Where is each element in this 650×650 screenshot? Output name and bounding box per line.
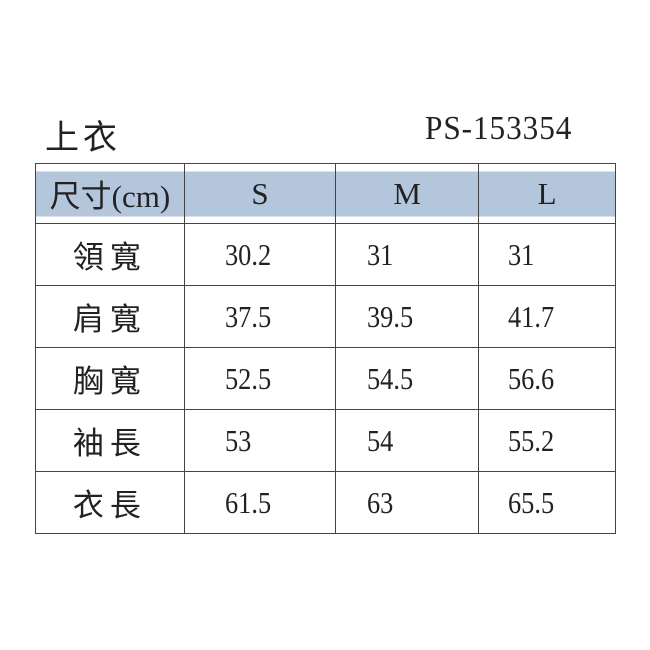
size-value-cell: 52.5: [183, 347, 337, 410]
row-label: 袖長: [35, 409, 185, 472]
size-value: 56.6: [508, 360, 555, 396]
size-value-cell: 41.7: [478, 285, 616, 348]
size-value: 30.2: [224, 236, 271, 272]
size-value-cell: 55.2: [478, 409, 616, 472]
size-value-cell: 65.5: [478, 471, 616, 534]
page-title: 上衣: [45, 120, 121, 157]
table-header-row: 尺寸(cm) S M L: [35, 163, 616, 224]
row-label-text: 衣長: [72, 488, 147, 523]
size-value: 55.2: [508, 422, 555, 458]
row-label: 肩寬: [35, 285, 185, 348]
header-size-unit: 尺寸(cm): [35, 163, 185, 224]
size-value: 65.5: [508, 484, 555, 520]
size-value-cell: 61.5: [183, 471, 337, 534]
size-value: 54.5: [367, 360, 414, 396]
table-row: 衣長 61.5 63 65.5: [35, 471, 616, 534]
size-value-cell: 31: [478, 223, 616, 286]
table-row: 領寬 30.2 31 31: [35, 223, 616, 286]
size-value: 63: [367, 484, 394, 520]
size-value-cell: 37.5: [183, 285, 337, 348]
size-value-cell: 53: [183, 409, 337, 472]
row-label: 衣長: [35, 471, 185, 534]
size-value: 41.7: [508, 298, 555, 334]
size-value-cell: 56.6: [478, 347, 616, 410]
row-label-text: 袖長: [72, 426, 147, 461]
size-value-cell: 54: [335, 409, 480, 472]
size-value: 37.5: [224, 298, 271, 334]
row-label: 領寬: [35, 223, 185, 286]
size-value: 39.5: [367, 298, 414, 334]
size-value: 52.5: [224, 360, 271, 396]
size-value-cell: 30.2: [183, 223, 337, 286]
size-value-cell: 39.5: [335, 285, 480, 348]
size-value-cell: 63: [335, 471, 480, 534]
table-row: 肩寬 37.5 39.5 41.7: [35, 285, 616, 348]
row-label-text: 領寬: [72, 240, 147, 275]
table-row: 胸寬 52.5 54.5 56.6: [35, 347, 616, 410]
size-value: 61.5: [224, 484, 271, 520]
table-row: 袖長 53 54 55.2: [35, 409, 616, 472]
size-value-cell: 31: [335, 223, 480, 286]
size-value: 53: [224, 422, 252, 458]
row-label-text: 胸寬: [72, 364, 147, 399]
size-value-cell: 54.5: [335, 347, 480, 410]
size-chart-table: 尺寸(cm) S M L 領寬 30.2 31 31 肩寬 37.5 39.5 41.7 胸寬 5…: [35, 163, 616, 534]
header-l: L: [478, 163, 616, 224]
row-label-text: 肩寬: [72, 302, 147, 337]
size-value: 31: [508, 236, 535, 272]
product-code: PS-153354: [425, 110, 573, 147]
header-s: S: [183, 163, 337, 224]
size-value: 54: [367, 422, 394, 458]
header-m: M: [335, 163, 480, 224]
row-label: 胸寬: [35, 347, 185, 410]
size-value: 31: [367, 236, 394, 272]
